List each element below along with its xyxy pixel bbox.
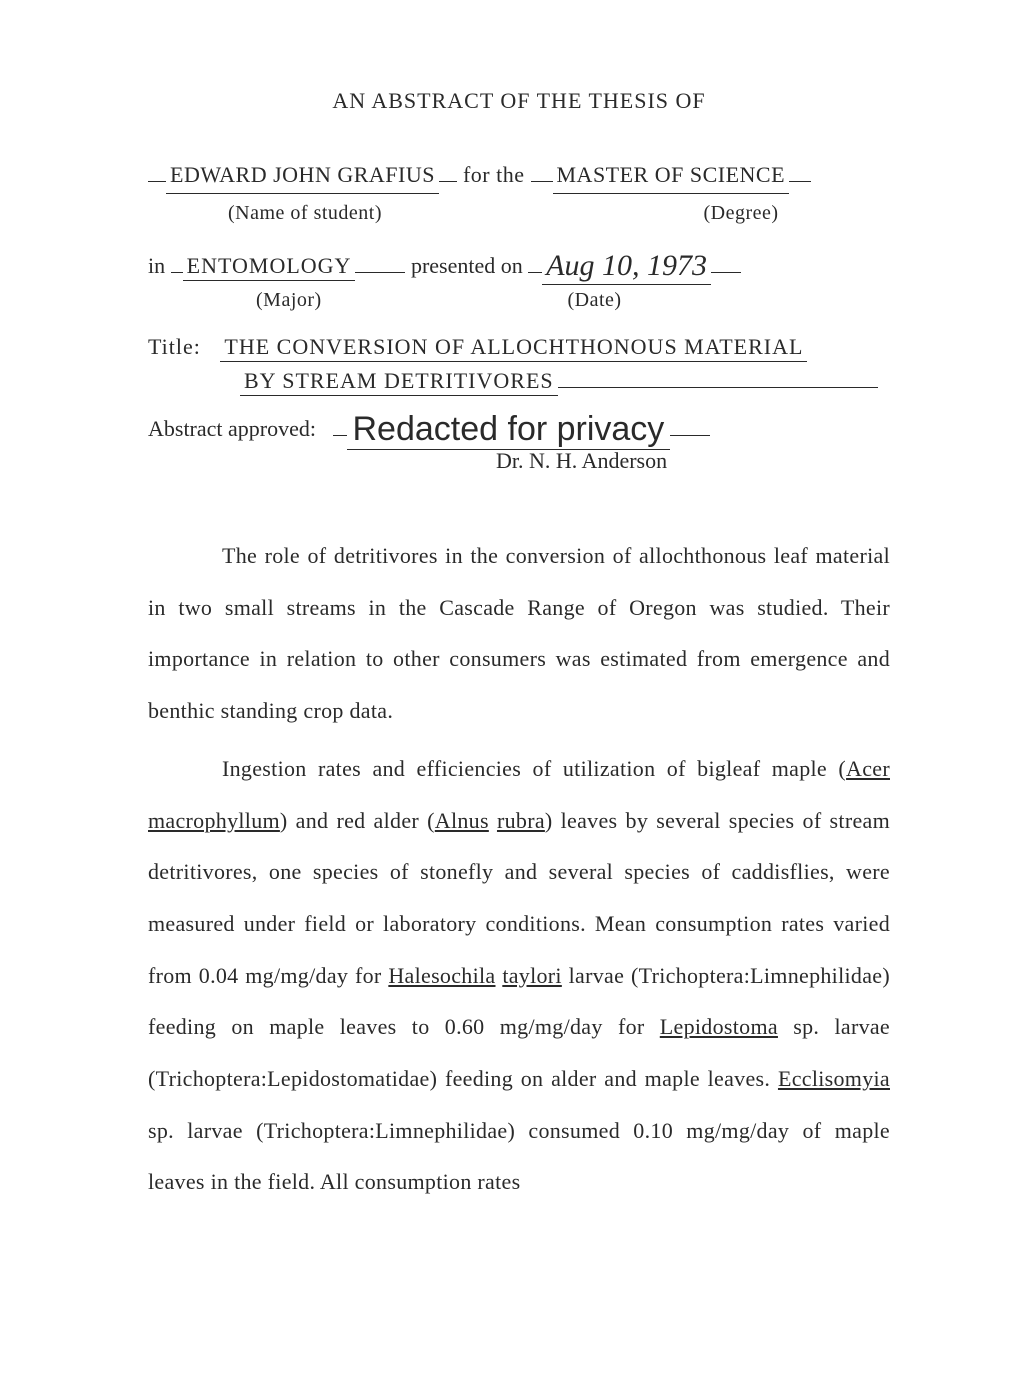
- presentation-date-handwritten: Aug 10, 1973: [542, 249, 711, 285]
- paren-major: (Major): [148, 289, 278, 312]
- abstract-approved-label: Abstract approved:: [148, 416, 316, 441]
- abstract-heading: AN ABSTRACT OF THE THESIS OF: [148, 88, 890, 114]
- genus-lepidostoma: Lepidostoma: [660, 1014, 778, 1039]
- genus-alnus: Alnus: [435, 808, 489, 833]
- genus-halesochila: Halesochila: [388, 963, 495, 988]
- presented-on-label: presented on: [411, 253, 523, 278]
- genus-ecclisomyia: Ecclisomyia: [778, 1066, 890, 1091]
- sp2: [489, 808, 497, 833]
- title-label: Title:: [148, 334, 201, 359]
- body-paragraph-1: The role of detritivores in the conversi…: [148, 530, 890, 737]
- paren-row-2: (Major) (Date): [148, 289, 890, 312]
- species-taylori: taylori: [502, 963, 562, 988]
- p2-text-3: ) leaves by several species of stream de…: [148, 808, 890, 988]
- title-line-1: Title: THE CONVERSION OF ALLOCHTHONOUS M…: [148, 334, 890, 362]
- redacted-signature: Redacted for privacy: [347, 410, 671, 450]
- major-date-line: in ENTOMOLOGY presented on Aug 10, 1973: [148, 247, 890, 283]
- p2-text-2: ) and red alder (: [280, 808, 435, 833]
- for-the-label: for the: [463, 162, 525, 187]
- paren-row-1: (Name of student) (Degree): [148, 202, 890, 225]
- body-paragraph-2: Ingestion rates and efficiencies of util…: [148, 743, 890, 1208]
- in-label: in: [148, 253, 165, 278]
- student-name: EDWARD JOHN GRAFIUS: [166, 158, 439, 194]
- species-rubra: rubra: [497, 808, 545, 833]
- paren-name-of-student: (Name of student): [148, 202, 508, 225]
- p2-text-6: sp. larvae (Trichoptera:Limnephilidae) c…: [148, 1118, 890, 1195]
- thesis-title-part2: BY STREAM DETRITIVORES: [240, 368, 558, 396]
- abstract-approved-line: Abstract approved: Redacted for privacy: [148, 406, 890, 446]
- genus-acer: Acer: [846, 756, 890, 781]
- p2-text-1: Ingestion rates and efficiencies of util…: [222, 756, 846, 781]
- paren-date: (Date): [284, 289, 622, 312]
- title-line-2: BY STREAM DETRITIVORES: [148, 368, 890, 396]
- page: AN ABSTRACT OF THE THESIS OF EDWARD JOHN…: [0, 0, 1020, 1393]
- paren-degree: (Degree): [514, 202, 779, 225]
- thesis-title-part1: THE CONVERSION OF ALLOCHTHONOUS MATERIAL: [220, 334, 807, 362]
- approver-name: Dr. N. H. Anderson: [148, 448, 890, 474]
- name-degree-line: EDWARD JOHN GRAFIUS for the MASTER OF SC…: [148, 158, 890, 194]
- degree-name: MASTER OF SCIENCE: [553, 158, 790, 194]
- major-field: ENTOMOLOGY: [183, 253, 356, 281]
- species-macrophyllum: macrophyllum: [148, 808, 280, 833]
